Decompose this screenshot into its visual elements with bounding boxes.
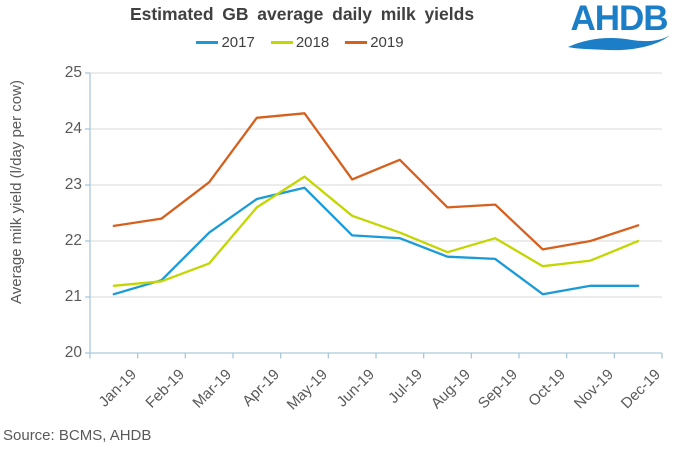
- y-axis-title: Average milk yield (l/day per cow): [8, 80, 25, 304]
- y-tick-label-24: 24: [64, 120, 82, 137]
- legend-swatch-2017: [196, 41, 219, 44]
- source-note: Source: BCMS, AHDB: [3, 427, 152, 444]
- y-tick-label-25: 25: [64, 64, 82, 81]
- y-tick-label-22: 22: [64, 232, 82, 249]
- chart-title: Estimated GB average daily milk yields: [129, 4, 475, 24]
- x-tick-label-Mar-19: Mar-19: [189, 366, 236, 412]
- x-tick-label-Aug-19: Aug-19: [427, 366, 474, 413]
- legend-item-2019: 2019: [345, 34, 404, 51]
- series-line-2019: [112, 112, 640, 251]
- legend-swatch-2019: [345, 41, 368, 44]
- ahdb-logo-wave-icon: [568, 35, 670, 51]
- x-tick-label-Oct-19: Oct-19: [524, 366, 569, 410]
- ahdb-logo-text: AHDB: [570, 0, 668, 38]
- x-tick-label-Dec-19: Dec-19: [617, 366, 665, 413]
- legend-swatch-2018: [270, 41, 293, 44]
- series-line-2018: [112, 175, 640, 287]
- x-tick-label-Jan-19: Jan-19: [95, 366, 140, 411]
- x-tick-label-Nov-19: Nov-19: [570, 366, 617, 413]
- x-tick-label-Jun-19: Jun-19: [333, 366, 379, 411]
- y-tick-label-20: 20: [64, 344, 82, 361]
- legend-label-2018: 2018: [295, 34, 330, 51]
- ahdb-logo: AHDB: [566, 0, 672, 52]
- x-tick-label-Apr-19: Apr-19: [238, 366, 283, 410]
- y-tick-label-23: 23: [64, 176, 82, 193]
- legend-label-2017: 2017: [221, 34, 255, 51]
- series-line-2017: [112, 186, 640, 296]
- x-tick-label-Feb-19: Feb-19: [141, 366, 188, 412]
- legend-item-2018: 2018: [270, 34, 330, 51]
- legend-item-2017: 2017: [196, 34, 255, 51]
- x-tick-label-May-19: May-19: [283, 366, 331, 414]
- y-tick-label-21: 21: [64, 288, 82, 305]
- x-tick-label-Sep-19: Sep-19: [474, 366, 522, 413]
- plot-area: [85, 72, 663, 359]
- x-tick-label-Jul-19: Jul-19: [384, 366, 426, 407]
- chart-legend: 2017 2018 2019: [0, 34, 600, 51]
- legend-label-2019: 2019: [370, 34, 404, 51]
